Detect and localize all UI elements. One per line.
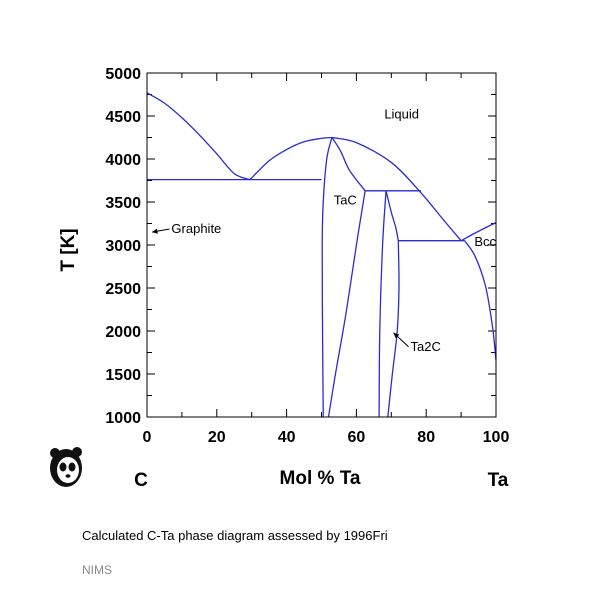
y-tick-label: 2000 [105,324,141,341]
y-tick-label: 2500 [105,281,141,298]
left-element-label: C [134,470,148,491]
phase-boundaries [146,92,497,418]
x-tick-label: 100 [483,429,510,446]
tick-marks [146,72,497,418]
organization-label: NIMS [82,563,112,577]
region-annotations: Liquid TaC Bcc Graphite Ta2C [151,107,497,354]
x-tick-label: 20 [208,429,226,446]
phase-boundary-10 [385,190,399,241]
x-tick-label: 40 [278,429,296,446]
plot-frame [146,72,497,418]
x-tick-label: 60 [348,429,366,446]
x-tick-label: 80 [417,429,435,446]
phase-boundary-1 [146,92,251,181]
region-label: TaC [334,193,357,208]
phase-boundary-13 [460,222,497,242]
y-axis-title: T [K] [58,228,79,271]
y-tick-label: 1500 [105,367,141,384]
x-tick-label: 0 [143,429,152,446]
phase-boundary-2 [249,136,333,181]
y-tick-label: 3000 [105,238,141,255]
phase-boundary-8 [327,190,366,418]
phase-boundary-3 [331,136,462,242]
y-tick-label: 5000 [105,66,141,83]
region-label: Liquid [384,107,419,122]
figure-caption: Calculated C-Ta phase diagram assessed b… [82,528,388,543]
y-tick-label: 4000 [105,152,141,169]
phase-boundary-6 [331,137,366,192]
phase-boundary-11 [387,240,400,418]
tick-labels: 1000 1500 2000 2500 3000 3500 4000 4500 5000 0 20 4… [105,66,509,446]
y-tick-label: 3500 [105,195,141,212]
y-tick-label: 1000 [105,410,141,427]
panda-icon [50,447,82,487]
phase-boundary-14 [464,240,497,361]
region-label: Bcc [474,234,496,249]
arrow-head [152,228,158,234]
phase-boundary-5 [321,137,333,418]
arrow-head [393,332,400,339]
region-label: Ta2C [410,339,440,354]
x-axis-title: Mol % Ta [280,468,361,489]
right-element-label: Ta [488,470,509,491]
phase-boundary-9 [378,190,387,418]
region-label: Graphite [171,221,221,236]
y-tick-label: 4500 [105,109,141,126]
